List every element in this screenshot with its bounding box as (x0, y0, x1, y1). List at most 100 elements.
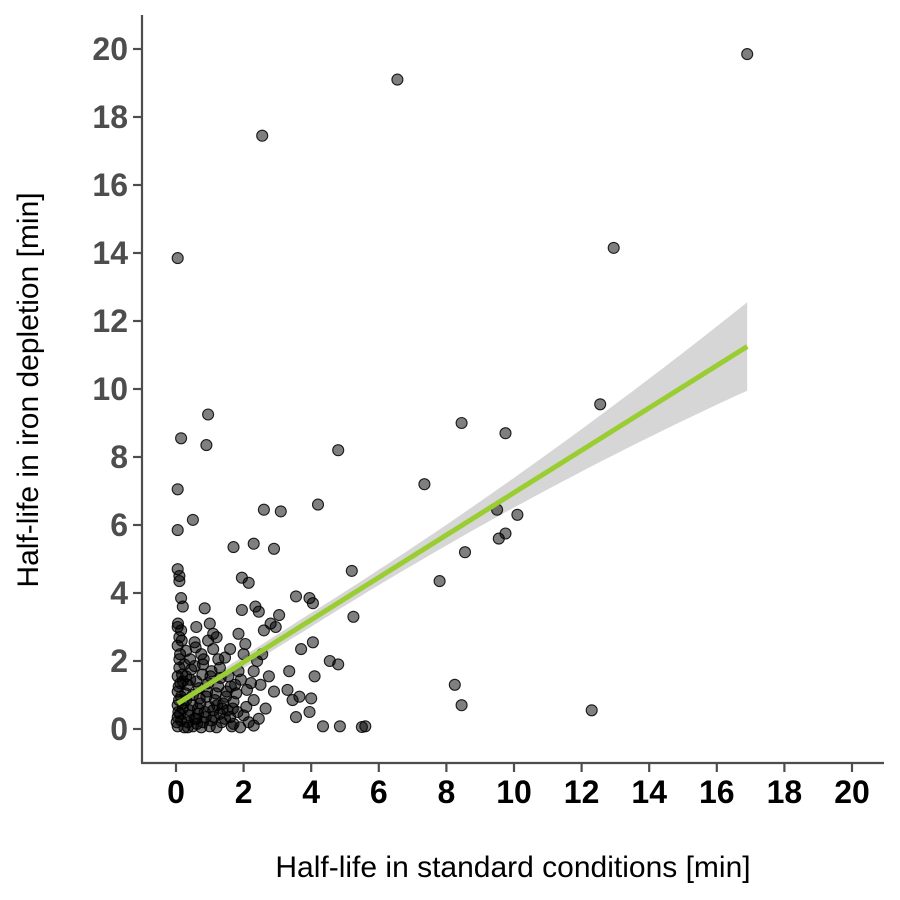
data-point (286, 694, 299, 707)
data-point (181, 721, 194, 734)
data-point (235, 603, 248, 617)
y-tick-label: 10 (92, 371, 128, 407)
data-point (289, 590, 303, 603)
data-point (259, 702, 272, 715)
data-point (283, 665, 296, 678)
data-point (224, 643, 237, 656)
y-tick-label: 0 (110, 711, 128, 747)
x-tick-label: 10 (496, 774, 532, 810)
x-tick-label: 12 (564, 774, 600, 810)
data-point (247, 719, 260, 732)
y-tick-label: 18 (92, 99, 128, 135)
data-point (262, 670, 275, 683)
data-point (257, 503, 270, 516)
data-point (267, 542, 281, 555)
data-point (202, 634, 215, 647)
y-tick-label: 2 (110, 643, 128, 679)
data-point (499, 427, 512, 440)
data-point (191, 707, 205, 720)
y-tick-label: 12 (92, 303, 128, 339)
data-point (345, 564, 358, 577)
data-point (274, 505, 287, 518)
data-point (202, 408, 215, 421)
y-tick-label: 6 (110, 507, 128, 543)
x-tick-label: 20 (834, 774, 870, 810)
data-point (269, 620, 282, 634)
data-point (171, 252, 184, 265)
data-point (189, 641, 202, 654)
data-point (741, 48, 754, 61)
data-point (207, 711, 220, 724)
data-point (175, 432, 188, 445)
x-tick-labels: 0 2 4 6 8 10 12 14 16 18 20 (167, 774, 870, 810)
data-point (244, 677, 258, 690)
data-point (458, 546, 472, 559)
data-point (455, 416, 468, 430)
data-point (231, 705, 244, 719)
data-point (311, 498, 325, 511)
data-point (585, 704, 598, 717)
data-point (198, 602, 211, 615)
data-point (240, 700, 253, 713)
data-point (171, 483, 184, 496)
data-point (303, 705, 316, 719)
data-point (418, 478, 431, 491)
x-tick-label: 8 (438, 774, 456, 810)
data-point (257, 624, 270, 637)
data-point (212, 653, 225, 666)
data-point (170, 716, 183, 729)
data-point (308, 670, 321, 683)
data-point (289, 711, 303, 724)
data-point (219, 690, 233, 703)
data-point (173, 575, 186, 588)
data-point (267, 685, 281, 698)
data-point (391, 73, 404, 86)
data-point (227, 541, 240, 554)
data-point (247, 665, 260, 678)
data-point (186, 513, 199, 526)
data-point (306, 597, 319, 610)
regression-line (176, 344, 749, 706)
data-point (499, 527, 512, 540)
data-point (455, 699, 468, 712)
y-axis-title: Half-life in iron depletion [min] (12, 192, 45, 587)
data-point (333, 720, 346, 733)
data-point (252, 605, 265, 618)
data-point (332, 444, 345, 457)
data-point (184, 653, 197, 666)
data-point (594, 398, 607, 411)
data-point (180, 670, 193, 683)
data-point (230, 687, 243, 700)
axes-layer (133, 15, 884, 772)
data-point (172, 705, 185, 719)
y-tick-label: 4 (110, 575, 128, 611)
y-tick-label: 16 (92, 167, 128, 203)
data-point (218, 712, 232, 725)
data-point (175, 634, 188, 647)
data-point (359, 720, 372, 733)
data-point (305, 692, 318, 705)
y-tick-label: 8 (110, 439, 128, 475)
y-tick-label: 20 (92, 31, 128, 67)
data-point (316, 720, 330, 733)
x-tick-label: 16 (699, 774, 735, 810)
data-point (607, 241, 620, 254)
data-point (171, 524, 184, 537)
x-tick-label: 2 (235, 774, 253, 810)
data-point (174, 648, 187, 661)
x-tick-label: 4 (302, 774, 320, 810)
y-tick-labels: 0 2 4 6 8 10 12 14 16 18 20 (92, 31, 128, 747)
data-point (332, 658, 345, 671)
data-point (200, 439, 213, 452)
data-point (190, 620, 203, 634)
data-point (281, 683, 294, 696)
data-point (306, 636, 319, 649)
data-point (347, 610, 360, 623)
x-tick-label: 6 (370, 774, 388, 810)
data-point (448, 678, 461, 691)
x-tick-label: 14 (631, 774, 667, 810)
data-point (232, 627, 245, 640)
data-point (247, 537, 260, 550)
regression-layer (176, 344, 749, 706)
